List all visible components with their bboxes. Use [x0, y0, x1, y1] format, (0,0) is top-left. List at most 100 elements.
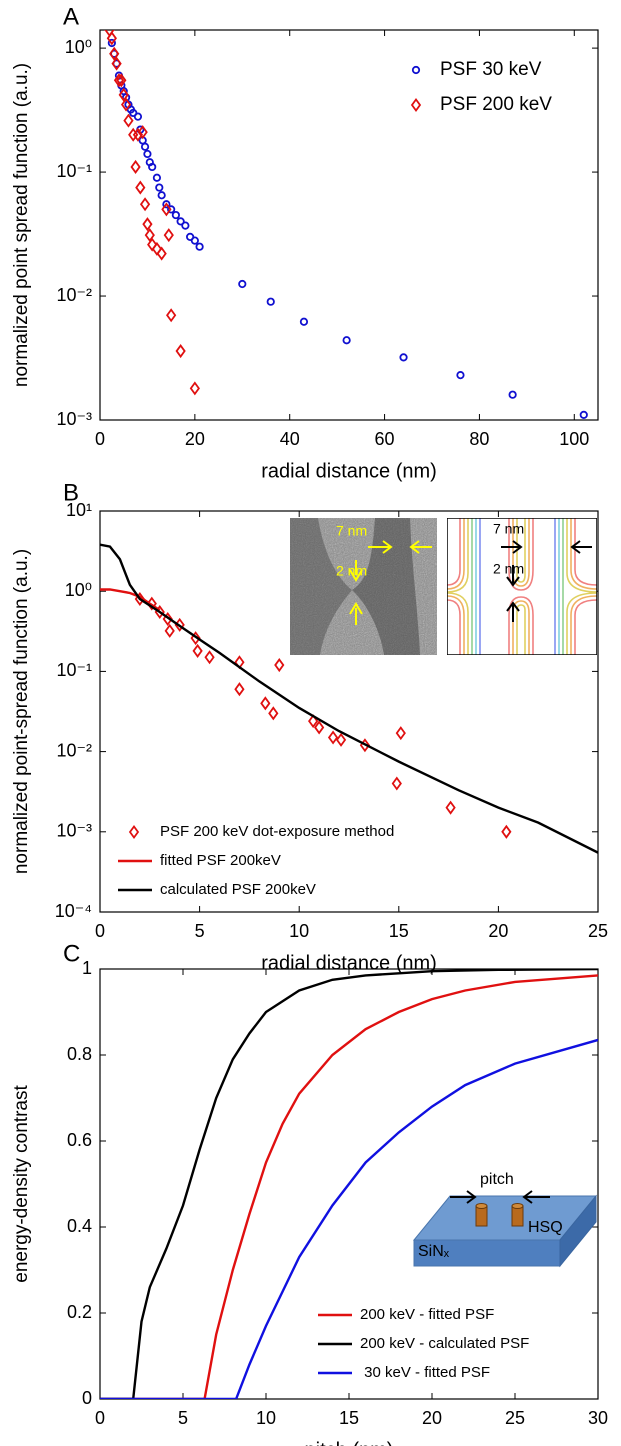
y-axis-label: normalized point spread function (a.u.) [11, 63, 32, 387]
marker [176, 217, 185, 226]
marker [274, 658, 285, 673]
x-tick-label: 15 [339, 1408, 359, 1428]
plot-frame [99, 29, 599, 421]
marker [266, 297, 275, 306]
y-tick-label: 10⁰ [65, 580, 92, 600]
legend-label: fitted PSF 200keV [160, 852, 281, 869]
marker [147, 237, 158, 252]
annotation: pitch [480, 1171, 514, 1188]
marker [204, 650, 215, 665]
y-tick-label: 10⁻¹ [56, 660, 92, 680]
marker [155, 183, 164, 192]
x-tick-label: 10 [256, 1408, 276, 1428]
marker [192, 643, 203, 658]
legend-marker [410, 97, 422, 113]
marker [109, 46, 120, 61]
marker [508, 390, 517, 399]
y-tick-label: 0 [82, 1388, 92, 1408]
marker [445, 800, 456, 815]
marker [175, 344, 186, 359]
marker [268, 706, 279, 721]
legend-label: PSF 200 keV [440, 94, 552, 115]
y-tick-label: 0.2 [67, 1302, 92, 1322]
marker [166, 308, 177, 323]
x-tick-label: 5 [178, 1408, 188, 1428]
annotation: HSQ [528, 1219, 563, 1236]
x-tick-label: 20 [185, 429, 205, 449]
x-tick-label: 100 [559, 429, 589, 449]
data-layer [104, 30, 588, 419]
annotation: 2 nm [336, 563, 367, 579]
inset-images: 7 nm 2 nm 7 nm 2 nm [290, 518, 597, 655]
marker [234, 682, 245, 697]
contour-diagram: 7 nm 2 nm [447, 518, 597, 655]
y-tick-label: 0.6 [67, 1130, 92, 1150]
marker [171, 210, 180, 220]
marker [395, 726, 406, 741]
marker [118, 87, 129, 102]
marker [113, 73, 125, 88]
marker [161, 202, 172, 217]
marker [152, 173, 162, 182]
marker [120, 97, 132, 112]
x-tick-label: 25 [588, 921, 608, 941]
annotation: SiNₓ [418, 1243, 450, 1260]
panel-label: B [63, 479, 79, 506]
data-layer [100, 969, 598, 1399]
marker [399, 353, 408, 362]
marker [314, 720, 325, 735]
slab-diagram: pitch HSQ SiNₓ [412, 1171, 598, 1268]
annotation: 2 nm [493, 561, 524, 577]
marker [123, 113, 134, 128]
marker [157, 191, 166, 200]
marker [116, 73, 127, 88]
marker [327, 730, 339, 745]
marker [260, 696, 271, 711]
plot-frame [99, 510, 599, 913]
marker [162, 611, 173, 627]
y-axis-label: normalized point-spread function (a.u.) [11, 549, 32, 874]
marker [156, 246, 167, 261]
legend-marker [128, 824, 140, 840]
x-tick-label: 60 [375, 429, 395, 449]
marker [308, 714, 319, 729]
x-tick-label: 10 [289, 921, 309, 941]
legend-label: 200 keV - calculated PSF [360, 1335, 529, 1352]
marker [335, 732, 347, 747]
legend-label: 200 keV - fitted PSF [360, 1306, 494, 1323]
x-tick-label: 30 [588, 1408, 608, 1428]
annotation: 7 nm [336, 523, 367, 539]
marker [135, 180, 146, 195]
marker [163, 228, 174, 243]
y-tick-label: 0.4 [67, 1216, 92, 1236]
x-axis-label: radial distance (nm) [261, 460, 437, 482]
x-tick-label: 5 [195, 921, 205, 941]
legend-label: calculated PSF 200keV [160, 881, 316, 898]
y-tick-label: 10¹ [66, 500, 92, 520]
y-tick-label: 10⁻² [56, 740, 92, 760]
marker [148, 162, 157, 172]
marker [111, 56, 122, 71]
x-tick-label: 80 [469, 429, 489, 449]
x-tick-label: 0 [95, 1408, 105, 1428]
x-tick-label: 15 [389, 921, 409, 941]
y-tick-label: 1 [82, 958, 92, 978]
y-tick-label: 10⁰ [65, 37, 92, 57]
y-tick-label: 10⁻² [56, 285, 92, 305]
marker [501, 824, 512, 839]
panel-label: C [63, 940, 80, 967]
legend-label: PSF 30 keV [440, 59, 542, 80]
annotation: 7 nm [493, 521, 524, 537]
marker [167, 205, 176, 214]
y-tick-label: 0.8 [67, 1044, 92, 1064]
marker [143, 149, 152, 159]
sem-image: 7 nm 2 nm [290, 518, 437, 655]
x-tick-label: 0 [95, 921, 105, 941]
marker [139, 197, 151, 212]
marker [456, 371, 465, 380]
legend-marker [411, 65, 421, 75]
y-tick-label: 10⁻¹ [56, 161, 92, 181]
x-tick-label: 40 [280, 429, 300, 449]
line [100, 974, 598, 1399]
